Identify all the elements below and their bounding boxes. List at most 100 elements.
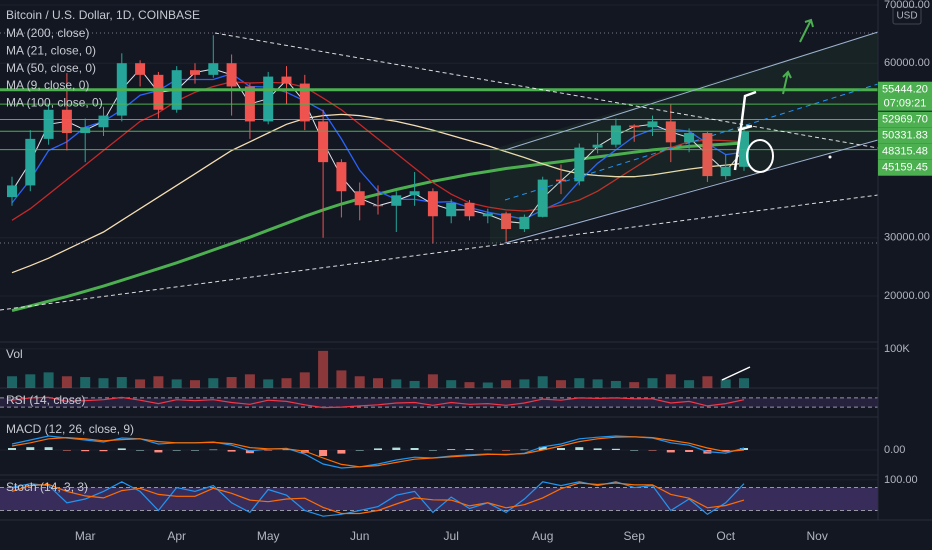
chart-title: Bitcoin / U.S. Dollar, 1D, COINBASE bbox=[6, 8, 200, 22]
volume-bar bbox=[25, 374, 36, 388]
dot bbox=[828, 155, 832, 159]
candle-body bbox=[263, 76, 274, 122]
macd-histogram bbox=[538, 446, 547, 450]
x-tick-label: Aug bbox=[532, 529, 553, 543]
volume-bar bbox=[739, 378, 749, 388]
x-tick-label: Oct bbox=[716, 529, 735, 543]
candle-body bbox=[7, 185, 17, 198]
macd-histogram bbox=[502, 450, 511, 451]
x-tick-label: Nov bbox=[807, 529, 828, 543]
volume-bar bbox=[7, 376, 17, 388]
candle-body bbox=[354, 191, 365, 206]
price-label: 52969.70 bbox=[882, 114, 928, 126]
candle-body bbox=[43, 109, 54, 139]
macd-histogram bbox=[557, 448, 565, 450]
macd-histogram bbox=[685, 450, 694, 452]
price-label: 48315.48 bbox=[882, 146, 928, 158]
macd-histogram bbox=[26, 447, 35, 450]
macd-histogram bbox=[648, 450, 657, 451]
candle-body bbox=[61, 109, 72, 134]
candle-body bbox=[299, 83, 310, 122]
volume-bar bbox=[629, 382, 640, 388]
volume-bar bbox=[171, 379, 182, 388]
price-label-bg bbox=[878, 127, 932, 144]
pen-mark bbox=[733, 90, 757, 171]
drawings bbox=[0, 18, 879, 381]
candle-body bbox=[519, 216, 530, 230]
volume-bar bbox=[482, 382, 493, 388]
pen-circle bbox=[746, 139, 774, 173]
candle-body bbox=[574, 147, 585, 182]
candle-body bbox=[80, 127, 91, 134]
candle-body bbox=[336, 162, 347, 192]
volume-bar bbox=[190, 380, 200, 388]
candle-body bbox=[318, 121, 329, 163]
macd-histogram bbox=[666, 450, 675, 453]
candle-body bbox=[153, 74, 164, 110]
macd-histogram bbox=[209, 449, 218, 451]
pane-title: RSI (14, close) bbox=[6, 393, 85, 407]
macd-histogram bbox=[191, 450, 199, 451]
channel-fill bbox=[490, 32, 878, 245]
candle-body bbox=[373, 205, 383, 207]
candle-body bbox=[647, 121, 658, 128]
volume-bar bbox=[80, 377, 91, 388]
legend-entry: MA (9, close, 0) bbox=[6, 78, 89, 92]
legend-entry: MA (21, close, 0) bbox=[6, 43, 96, 57]
candle-body bbox=[135, 63, 146, 75]
macd-histogram bbox=[355, 450, 364, 451]
macd-histogram bbox=[392, 447, 401, 450]
candle-body bbox=[190, 70, 200, 75]
volume-bar bbox=[610, 380, 621, 388]
macd-histogram bbox=[611, 448, 620, 450]
candle-body bbox=[610, 125, 621, 145]
x-tick-label: Sep bbox=[624, 529, 646, 543]
price-label-bg bbox=[878, 143, 932, 160]
volume-bar bbox=[299, 372, 310, 388]
legend-entry: MA (200, close) bbox=[6, 26, 89, 40]
x-tick-label: Apr bbox=[167, 529, 186, 543]
macd-histogram bbox=[117, 448, 126, 450]
macd-histogram bbox=[8, 448, 16, 450]
price-label: 50331.83 bbox=[882, 130, 928, 142]
macd-histogram bbox=[81, 450, 90, 452]
y-tick-label: 100.00 bbox=[884, 474, 918, 486]
volume-bar bbox=[281, 378, 292, 388]
macd-histogram bbox=[319, 450, 328, 456]
currency-box bbox=[892, 6, 922, 25]
volume-bar bbox=[98, 378, 109, 388]
y-tick-label: 70000.00 bbox=[884, 0, 930, 11]
channel-upper bbox=[504, 31, 879, 151]
price-label-bg bbox=[878, 159, 932, 176]
price-label: 55444.20 bbox=[882, 84, 928, 96]
volume-bar bbox=[647, 378, 658, 388]
legend-entry: MA (50, close, 0) bbox=[6, 61, 96, 75]
macd-histogram bbox=[374, 448, 382, 450]
marks-layer bbox=[0, 35, 878, 517]
volume-bar bbox=[574, 378, 585, 388]
macd-histogram bbox=[154, 450, 163, 453]
macd-histogram bbox=[337, 450, 346, 454]
volume-bar bbox=[391, 379, 402, 388]
macd-histogram bbox=[44, 447, 53, 450]
macd-histogram bbox=[172, 450, 181, 451]
y-tick-label: 30000.00 bbox=[884, 232, 930, 244]
candle-body bbox=[446, 202, 457, 217]
candle-body bbox=[684, 133, 695, 143]
macd-histogram bbox=[410, 448, 419, 450]
volume-bar bbox=[464, 382, 475, 388]
macd-histogram bbox=[483, 449, 492, 451]
indicator-line bbox=[11, 396, 745, 409]
pane-title: Vol bbox=[6, 347, 23, 361]
countdown-bg bbox=[878, 96, 932, 111]
volume-bar bbox=[684, 380, 695, 388]
x-tick-label: May bbox=[257, 529, 280, 543]
volume-bar bbox=[427, 374, 438, 388]
arrow bbox=[799, 18, 814, 43]
candle-body bbox=[556, 179, 566, 182]
macd-histogram bbox=[465, 449, 474, 450]
macd-histogram bbox=[428, 450, 437, 451]
currency: USD bbox=[896, 11, 917, 22]
